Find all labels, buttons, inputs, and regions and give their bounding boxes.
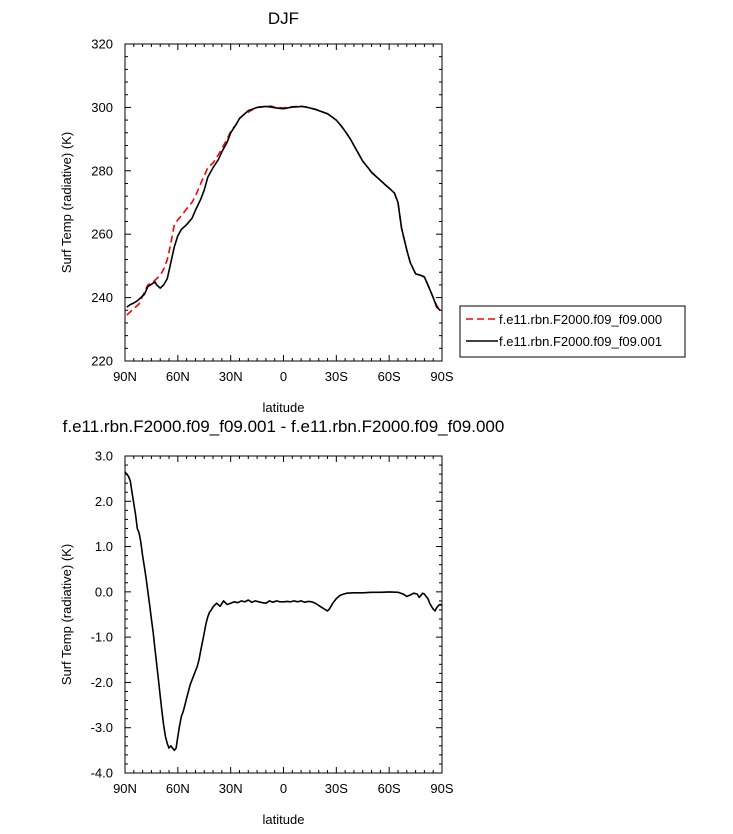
- x-tick-label: 30S: [325, 781, 348, 796]
- x-tick-label: 90N: [113, 781, 137, 796]
- y-tick-label: 300: [91, 100, 113, 115]
- y-tick-label: 220: [91, 354, 113, 369]
- x-tick-label: 90N: [113, 369, 137, 384]
- legend-label-series-001: f.e11.rbn.F2000.f09_f09.001: [499, 334, 662, 349]
- y-tick-label: -2.0: [91, 675, 113, 690]
- x-tick-label: 90S: [430, 781, 453, 796]
- y-tick-label: -1.0: [91, 630, 113, 645]
- x-tick-label: 90S: [430, 369, 453, 384]
- series-line-0: [124, 471, 443, 752]
- chart-title: f.e11.rbn.F2000.f09_f09.001 - f.e11.rbn.…: [63, 417, 505, 436]
- x-tick-label: 30N: [219, 369, 243, 384]
- y-tick-label: 1.0: [95, 539, 113, 554]
- y-axis-label: Surf Temp (radiative) (K): [59, 132, 74, 273]
- x-tick-label: 60S: [378, 369, 401, 384]
- x-tick-label: 60N: [166, 369, 190, 384]
- y-tick-label: -3.0: [91, 720, 113, 735]
- y-tick-label: 0.0: [95, 584, 113, 599]
- series-line-1: [126, 105, 441, 311]
- x-axis-label: latitude: [263, 400, 305, 415]
- x-tick-label: 30S: [325, 369, 348, 384]
- x-tick-label: 30N: [219, 781, 243, 796]
- x-tick-label: 60S: [378, 781, 401, 796]
- legend: f.e11.rbn.F2000.f09_f09.000 f.e11.rbn.F2…: [459, 305, 686, 358]
- chart-title: DJF: [268, 9, 299, 28]
- top-chart-panel: DJF 90N 60N 30N 0 30S 60S 90S 220 240 260 280 300 32…: [59, 9, 454, 415]
- x-tick-label: 0: [280, 781, 287, 796]
- legend-box: [459, 305, 686, 358]
- x-tick-label: 60N: [166, 781, 190, 796]
- y-tick-label: 3.0: [95, 449, 113, 464]
- legend-label-series-000: f.e11.rbn.F2000.f09_f09.000: [499, 312, 662, 327]
- x-axis-label: latitude: [263, 812, 305, 827]
- x-tick-label: 0: [280, 369, 287, 384]
- y-tick-label: 260: [91, 227, 113, 242]
- y-tick-label: 240: [91, 290, 113, 305]
- bottom-chart-panel: f.e11.rbn.F2000.f09_f09.001 - f.e11.rbn.…: [59, 417, 504, 827]
- y-tick-label: 280: [91, 163, 113, 178]
- y-tick-label: 320: [91, 37, 113, 52]
- y-tick-label: 2.0: [95, 494, 113, 509]
- y-axis-label: Surf Temp (radiative) (K): [59, 544, 74, 685]
- y-tick-label: -4.0: [91, 766, 113, 781]
